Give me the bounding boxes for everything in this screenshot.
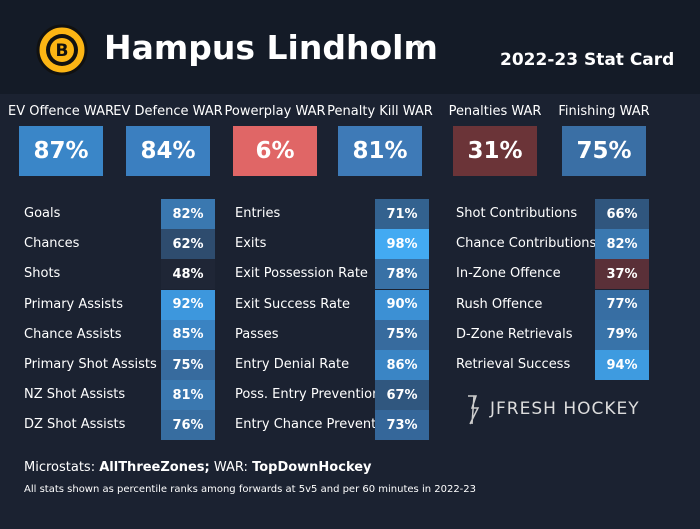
stat-value: 73%	[375, 410, 429, 441]
stat-value: 67%	[375, 380, 429, 411]
stat-value: 75%	[161, 350, 215, 380]
stat-value: 48%	[161, 259, 215, 290]
stat-value: 75%	[375, 319, 429, 350]
player-name: Hampus Lindholm	[104, 28, 438, 67]
stat-value: 82%	[161, 199, 215, 229]
war-value: 81%	[338, 126, 422, 176]
stat-label: Goals	[24, 206, 61, 221]
footer-part: Microstats:	[24, 460, 100, 475]
stat-label: Entries	[235, 206, 281, 221]
stat-value: 71%	[375, 199, 429, 229]
stat-value: 92%	[161, 289, 215, 320]
stat-label: Chance Assists	[24, 326, 122, 342]
stat-label: Exits	[235, 236, 267, 252]
stat-value: 98%	[375, 229, 429, 260]
war-label: Finishing WAR	[558, 104, 650, 119]
stat-value: 37%	[595, 259, 649, 290]
stat-value: 78%	[375, 259, 429, 290]
stat-label: Shots	[24, 266, 61, 282]
stat-value: 76%	[161, 410, 215, 441]
brand-icon	[468, 395, 480, 425]
stat-value: 77%	[595, 289, 649, 320]
war-label: Penalties WAR	[448, 104, 542, 119]
stat-label: Primary Assists	[24, 296, 124, 312]
header-band	[0, 0, 700, 94]
stat-value: 90%	[375, 289, 429, 320]
footer-part: WAR:	[209, 460, 253, 475]
footer-part: AllThreeZones;	[99, 460, 210, 475]
war-label: EV Defence WAR	[113, 104, 223, 119]
footer-credits: Microstats: AllThreeZones; WAR: TopDownH…	[24, 460, 372, 475]
stat-value: 85%	[161, 319, 215, 350]
war-value: 75%	[562, 126, 646, 176]
stat-label: Entry Denial Rate	[235, 357, 350, 372]
stat-label: Primary Shot Assists	[24, 357, 157, 372]
brand: JFRESH HOCKEY	[490, 399, 640, 419]
war-label: Penalty Kill WAR	[327, 104, 433, 119]
stat-label: NZ Shot Assists	[24, 387, 126, 403]
team-logo: B	[36, 24, 88, 76]
stat-value: 94%	[595, 350, 649, 380]
footer-note: All stats shown as percentile ranks amon…	[24, 484, 477, 495]
card-title: 2022-23 Stat Card	[500, 50, 675, 70]
war-label: EV Offence WAR	[7, 104, 114, 119]
dropdown-caret[interactable]: ▾	[417, 40, 422, 50]
stat-label: Retrieval Success	[456, 357, 571, 372]
footer-part: TopDownHockey	[252, 460, 372, 475]
war-value: 31%	[453, 126, 537, 176]
stat-label: Entry Chance Prevention	[235, 417, 397, 433]
stat-label: Exit Possession Rate	[235, 266, 368, 282]
stat-label: DZ Shot Assists	[24, 417, 126, 433]
stat-value: 62%	[161, 229, 215, 260]
stat-label: Chance Contributions	[456, 236, 597, 252]
stat-label: Rush Offence	[456, 296, 543, 312]
war-value: 6%	[233, 126, 317, 176]
stat-value: 66%	[595, 199, 649, 229]
stat-value: 79%	[595, 319, 649, 350]
stat-value: 86%	[375, 350, 429, 380]
stat-label: In-Zone Offence	[456, 266, 561, 282]
stat-value: 82%	[595, 229, 649, 260]
stat-label: D-Zone Retrievals	[456, 326, 573, 342]
war-label: Powerplay WAR	[224, 104, 326, 119]
stat-label: Shot Contributions	[456, 206, 578, 221]
stat-label: Poss. Entry Prevention	[235, 387, 381, 403]
stat-label: Chances	[24, 236, 80, 252]
stat-label: Exit Success Rate	[235, 296, 351, 312]
svg-text:B: B	[56, 41, 69, 61]
stat-label: Passes	[235, 326, 279, 342]
war-value: 87%	[19, 126, 103, 176]
stat-value: 81%	[161, 380, 215, 411]
war-value: 84%	[126, 126, 210, 176]
